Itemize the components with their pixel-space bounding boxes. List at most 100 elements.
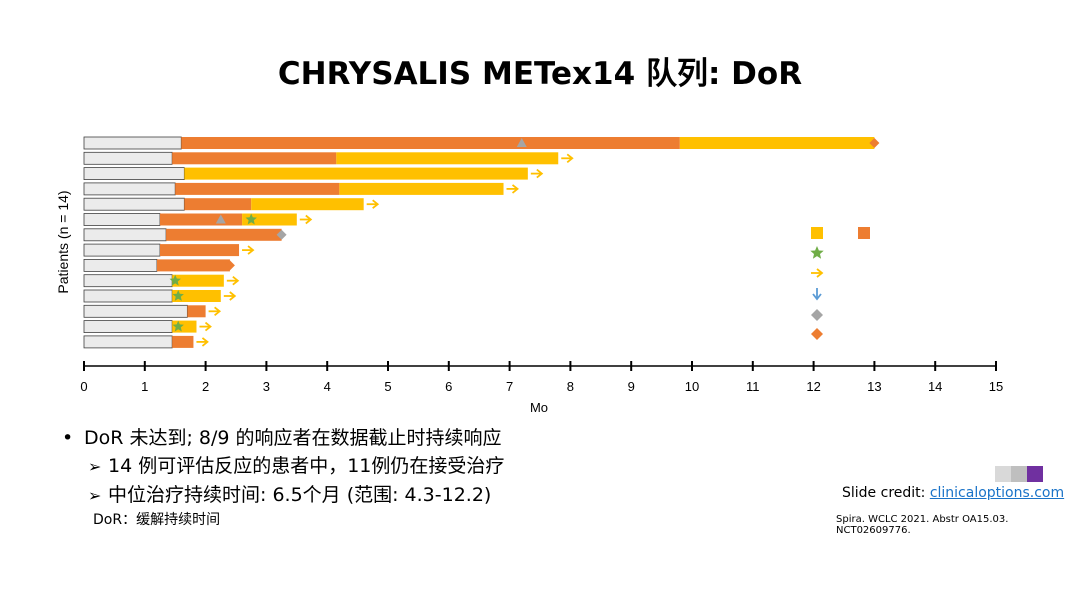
patient-row bbox=[83, 274, 240, 288]
y-axis-label: Patients (n = 14) bbox=[55, 190, 71, 293]
yellow-bar bbox=[336, 152, 559, 165]
orange-bar bbox=[160, 213, 243, 226]
orange-bar bbox=[160, 244, 240, 257]
legend bbox=[810, 227, 870, 340]
x-tick-label: 1 bbox=[141, 379, 148, 394]
x-tick-label: 3 bbox=[263, 379, 270, 394]
green-star-marker bbox=[169, 274, 181, 286]
yellow-bar bbox=[172, 290, 221, 302]
patient-row bbox=[83, 243, 255, 257]
gray-diamond-marker bbox=[276, 229, 287, 240]
bullet-list: DoR 未达到; 8/9 的响应者在数据截止时持续响应 14 例可评估反应的患者… bbox=[62, 424, 504, 510]
green-star-marker bbox=[172, 320, 184, 332]
orange-bar bbox=[172, 335, 194, 348]
legend-orange-diamond bbox=[811, 328, 823, 340]
x-axis: 0 1 2 3 4 5 6 7 8 9 10 11 12 13 14 15 bbox=[80, 361, 1003, 394]
legend-green-star bbox=[810, 246, 824, 259]
pre-response-bar bbox=[83, 167, 185, 181]
green-star-marker bbox=[245, 213, 257, 225]
pre-response-bar bbox=[83, 182, 176, 196]
pre-response-bar bbox=[83, 136, 182, 150]
x-tick-label: 9 bbox=[628, 379, 635, 394]
patient-row bbox=[83, 289, 237, 303]
patient-row bbox=[83, 304, 222, 318]
x-tick-label: 2 bbox=[202, 379, 209, 394]
pre-response-bar bbox=[83, 151, 173, 165]
patient-row bbox=[83, 182, 519, 196]
orange-diamond-marker bbox=[224, 260, 235, 271]
legend-orange-square bbox=[858, 227, 870, 239]
legend-yellow-arrow bbox=[811, 268, 824, 278]
orange-bar bbox=[156, 259, 230, 272]
x-tick-label: 6 bbox=[445, 379, 452, 394]
x-tick-label: 10 bbox=[685, 379, 699, 394]
ongoing-arrow-marker bbox=[223, 291, 237, 301]
x-tick-label: 4 bbox=[324, 379, 331, 394]
ongoing-arrow-marker bbox=[196, 337, 209, 347]
slide-title: CHRYSALIS METex14 队列: DoR bbox=[277, 56, 803, 92]
bullet-sub-1: 14 例可评估反应的患者中，11例仍在接受治疗 bbox=[62, 452, 504, 481]
patient-row bbox=[83, 228, 287, 242]
ongoing-arrow-marker bbox=[366, 199, 380, 209]
gray-triangle-marker bbox=[516, 138, 527, 147]
yellow-bar bbox=[339, 182, 504, 195]
yellow-bar bbox=[679, 137, 875, 149]
citation: Spira. WCLC 2021. Abstr OA15.03. NCT0260… bbox=[836, 514, 1009, 536]
credit-label: Slide credit: bbox=[842, 485, 930, 501]
x-tick-label: 11 bbox=[746, 379, 760, 394]
pre-response-bar bbox=[83, 243, 161, 257]
swimmer-chart: 0 1 2 3 4 5 6 7 8 9 10 11 12 13 14 15 Mo Patients (n = … bbox=[55, 136, 1003, 415]
ongoing-arrow-marker bbox=[199, 321, 212, 332]
x-tick-label: 8 bbox=[567, 379, 574, 394]
bullet-sub-2: 中位治疗持续时间: 6.5个月 (范围: 4.3-12.2) bbox=[62, 481, 504, 510]
pre-response-bar bbox=[83, 228, 167, 242]
yellow-bar bbox=[242, 213, 297, 226]
orange-diamond-marker bbox=[869, 138, 880, 148]
orange-bar bbox=[166, 228, 282, 241]
patient-row bbox=[83, 335, 209, 349]
pre-response-bar bbox=[83, 289, 173, 303]
x-tick-label: 13 bbox=[867, 379, 881, 394]
ongoing-arrow-marker bbox=[530, 168, 544, 179]
x-tick-label: 0 bbox=[80, 379, 87, 394]
x-tick-label: 12 bbox=[806, 379, 820, 394]
ongoing-arrow-marker bbox=[208, 306, 222, 317]
yellow-bar bbox=[184, 167, 528, 180]
legend-blue-down-arrow bbox=[812, 288, 822, 301]
patient-row bbox=[83, 320, 212, 334]
x-axis-label: Mo bbox=[530, 400, 548, 415]
bar-layer bbox=[83, 136, 880, 349]
orange-bar bbox=[181, 137, 680, 149]
footnote: DoR：缓解持续时间 bbox=[93, 512, 221, 528]
orange-bar bbox=[184, 198, 252, 211]
pre-response-bar bbox=[83, 213, 161, 226]
ongoing-arrow-marker bbox=[299, 214, 313, 225]
credit-link[interactable]: clinicaloptions.com bbox=[929, 485, 1065, 501]
ongoing-arrow-marker bbox=[242, 245, 255, 255]
pre-response-bar bbox=[83, 335, 173, 349]
green-star-marker bbox=[172, 290, 184, 301]
legend-gray-diamond bbox=[811, 309, 823, 321]
patient-row bbox=[83, 213, 313, 226]
patient-row bbox=[83, 151, 574, 165]
pre-response-bar bbox=[83, 258, 158, 272]
cco-logo bbox=[995, 466, 1043, 482]
orange-bar bbox=[187, 305, 206, 318]
patient-row bbox=[83, 258, 235, 272]
patient-row bbox=[83, 197, 380, 211]
pre-response-bar bbox=[83, 197, 185, 211]
legend-yellow-square bbox=[811, 227, 823, 239]
bullet-main: DoR 未达到; 8/9 的响应者在数据截止时持续响应 bbox=[62, 424, 504, 452]
orange-bar bbox=[175, 182, 340, 195]
pre-response-bar bbox=[83, 320, 173, 334]
ongoing-arrow-marker bbox=[561, 153, 574, 164]
x-tick-label: 7 bbox=[506, 379, 513, 394]
patient-row bbox=[83, 136, 880, 150]
ongoing-arrow-marker bbox=[506, 184, 519, 194]
pre-response-bar bbox=[83, 274, 173, 288]
x-tick-label: 14 bbox=[928, 379, 942, 394]
patient-row bbox=[83, 167, 544, 181]
yellow-bar bbox=[172, 274, 224, 287]
yellow-bar bbox=[251, 198, 364, 211]
x-tick-label: 5 bbox=[384, 379, 391, 394]
